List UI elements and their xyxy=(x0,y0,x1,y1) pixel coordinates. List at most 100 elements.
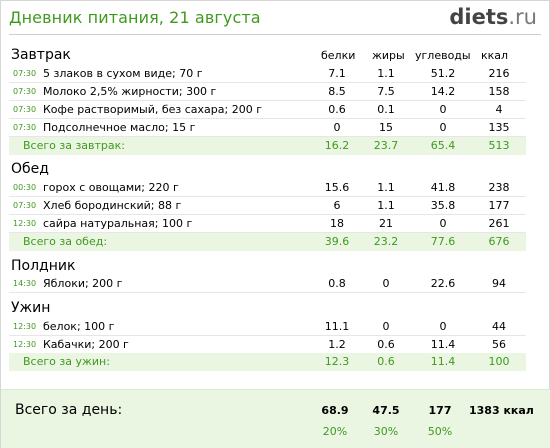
carbs-percent: 50% xyxy=(427,425,453,438)
kcal-value: 158 xyxy=(488,85,510,98)
page-title: Дневник питания, 21 августа xyxy=(9,8,261,27)
fat-value: 0.6 xyxy=(377,338,395,351)
carbs-value: 41.8 xyxy=(430,181,456,194)
food-name: Кабачки; 200 г xyxy=(43,338,129,351)
meal-time: 12:30 xyxy=(13,219,37,228)
protein-value: 11.1 xyxy=(324,320,350,333)
section-dinner-label: Ужин xyxy=(11,300,51,316)
dinner-total-row: Всего за ужин: 12.3 0.6 11.4 100 xyxy=(9,353,526,371)
food-name: 5 злаков в сухом виде; 70 г xyxy=(43,67,203,80)
fat-value: 1.1 xyxy=(377,181,395,194)
fat-total: 23.2 xyxy=(373,235,399,248)
fat-value: 15 xyxy=(379,121,393,134)
protein-total: 12.3 xyxy=(324,355,350,368)
total-label: Всего за завтрак: xyxy=(23,139,126,152)
logo-suffix: .ru xyxy=(508,5,537,29)
protein-value: 15.6 xyxy=(324,181,350,194)
food-name: Молоко 2,5% жирности; 300 г xyxy=(43,85,217,98)
protein-value: 0.8 xyxy=(328,277,346,290)
food-name: Яблоки; 200 г xyxy=(43,277,123,290)
protein-value: 1.2 xyxy=(328,338,346,351)
table-row: 07:30 Кофе растворимый, без сахара; 200 … xyxy=(9,101,526,119)
carbs-value: 0 xyxy=(439,103,447,116)
total-label: Всего за ужин: xyxy=(23,355,110,368)
table-row: 12:30 белок; 100 г 11.1 0 0 44 xyxy=(9,318,526,336)
fat-total: 0.6 xyxy=(377,355,395,368)
carbs-value: 14.2 xyxy=(430,85,456,98)
day-kcal-total: 1383 ккал xyxy=(469,404,534,417)
carbs-total: 77.6 xyxy=(430,235,456,248)
carbs-total: 11.4 xyxy=(430,355,456,368)
kcal-value: 261 xyxy=(488,217,510,230)
carbs-value: 22.6 xyxy=(430,277,456,290)
protein-value: 0 xyxy=(333,121,341,134)
carbs-value: 51.2 xyxy=(430,67,456,80)
meal-time: 07:30 xyxy=(13,87,37,96)
site-logo[interactable]: diets.ru xyxy=(449,5,537,29)
table-row: 07:30 Хлеб бородинский; 88 г 6 1.1 35.8 … xyxy=(9,197,526,215)
fat-value: 0 xyxy=(382,320,390,333)
meal-time: 07:30 xyxy=(13,201,37,210)
food-name: сайра натуральная; 100 г xyxy=(43,217,193,230)
protein-value: 8.5 xyxy=(328,85,346,98)
meal-time: 07:30 xyxy=(13,105,37,114)
fat-value: 0 xyxy=(382,277,390,290)
protein-total: 39.6 xyxy=(324,235,350,248)
carbs-value: 0 xyxy=(439,121,447,134)
column-header-carbs: углеводы xyxy=(415,49,471,62)
day-protein-total: 68.9 xyxy=(321,404,349,417)
kcal-value: 94 xyxy=(492,277,506,290)
food-name: белок; 100 г xyxy=(43,320,115,333)
meal-time: 14:30 xyxy=(13,279,37,288)
total-label: Всего за обед: xyxy=(23,235,108,248)
protein-total: 16.2 xyxy=(324,139,350,152)
kcal-value: 135 xyxy=(488,121,510,134)
kcal-total: 676 xyxy=(488,235,510,248)
fat-value: 1.1 xyxy=(377,199,395,212)
header-divider xyxy=(9,34,541,35)
meal-time: 12:30 xyxy=(13,340,37,349)
carbs-value: 0 xyxy=(439,320,447,333)
meal-time: 07:30 xyxy=(13,69,37,78)
protein-value: 7.1 xyxy=(328,67,346,80)
carbs-value: 0 xyxy=(439,217,447,230)
lunch-total-row: Всего за обед: 39.6 23.2 77.6 676 xyxy=(9,233,526,251)
food-name: горох с овощами; 220 г xyxy=(43,181,179,194)
kcal-value: 4 xyxy=(495,103,503,116)
kcal-value: 216 xyxy=(488,67,510,80)
table-row: 07:30 Подсолнечное масло; 15 г 0 15 0 13… xyxy=(9,119,526,137)
carbs-value: 11.4 xyxy=(430,338,456,351)
kcal-value: 56 xyxy=(492,338,506,351)
table-row: 12:30 сайра натуральная; 100 г 18 21 0 2… xyxy=(9,215,526,233)
section-snack-label: Полдник xyxy=(11,258,76,274)
meal-time: 00:30 xyxy=(13,183,37,192)
section-lunch-label: Обед xyxy=(11,161,49,177)
table-row: 14:30 Яблоки; 200 г 0.8 0 22.6 94 xyxy=(9,275,526,293)
logo-main: diets xyxy=(449,5,509,29)
meal-time: 12:30 xyxy=(13,322,37,331)
table-row: 07:30 5 злаков в сухом виде; 70 г 7.1 1.… xyxy=(9,65,526,83)
protein-value: 6 xyxy=(333,199,341,212)
food-name: Хлеб бородинский; 88 г xyxy=(43,199,182,212)
protein-percent: 20% xyxy=(322,425,348,438)
food-name: Кофе растворимый, без сахара; 200 г xyxy=(43,103,262,116)
meal-time: 07:30 xyxy=(13,123,37,132)
fat-total: 23.7 xyxy=(373,139,399,152)
kcal-value: 177 xyxy=(488,199,510,212)
fat-value: 7.5 xyxy=(377,85,395,98)
day-total-label: Всего за день: xyxy=(15,402,123,418)
breakfast-total-row: Всего за завтрак: 16.2 23.7 65.4 513 xyxy=(9,137,526,155)
kcal-value: 238 xyxy=(488,181,510,194)
carbs-total: 65.4 xyxy=(430,139,456,152)
kcal-total: 100 xyxy=(488,355,510,368)
food-name: Подсолнечное масло; 15 г xyxy=(43,121,196,134)
fat-value: 0.1 xyxy=(377,103,395,116)
table-row: 00:30 горох с овощами; 220 г 15.6 1.1 41… xyxy=(9,179,526,197)
carbs-value: 35.8 xyxy=(430,199,456,212)
table-row: 12:30 Кабачки; 200 г 1.2 0.6 11.4 56 xyxy=(9,336,526,354)
section-breakfast-label: Завтрак xyxy=(11,47,71,63)
table-row: 07:30 Молоко 2,5% жирности; 300 г 8.5 7.… xyxy=(9,83,526,101)
day-carbs-total: 177 xyxy=(428,404,452,417)
fat-value: 1.1 xyxy=(377,67,395,80)
